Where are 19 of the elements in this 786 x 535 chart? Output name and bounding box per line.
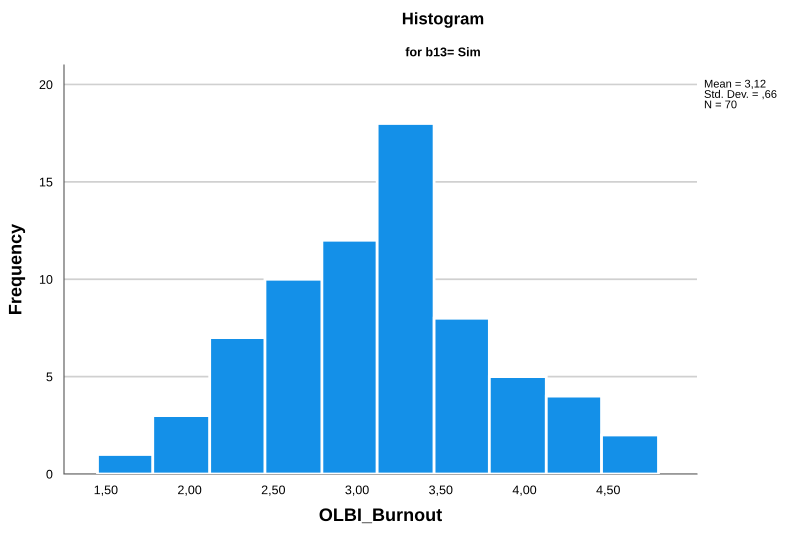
x-tick-label: 4,00 (512, 485, 536, 496)
text: N = 70 (704, 100, 737, 108)
x-tick-label: 3,50 (429, 485, 452, 496)
x-tick-label: 3,00 (345, 485, 369, 496)
x-axis-title: OLBI_Burnout (320, 508, 442, 524)
x-tick-label: 2,50 (262, 485, 285, 496)
chart-subtitle: for b13= Sim (406, 47, 480, 56)
x-tick-label: 1,50 (94, 485, 118, 496)
chart-title: Histogram (402, 12, 484, 28)
text: Std. Dev. = ,66 (704, 90, 776, 100)
y-tick-label: 0 (46, 470, 52, 479)
y-tick-label: 10 (40, 275, 52, 284)
y-tick-label: 15 (40, 178, 52, 187)
y-axis-title: Frequency (8, 224, 26, 314)
y-tick-label: 5 (46, 372, 52, 382)
y-tick-label: 20 (40, 80, 52, 90)
x-tick-label: 4,50 (596, 485, 620, 496)
text: Mean = 3,12 (704, 80, 766, 89)
x-tick-label: 2,00 (178, 485, 202, 496)
